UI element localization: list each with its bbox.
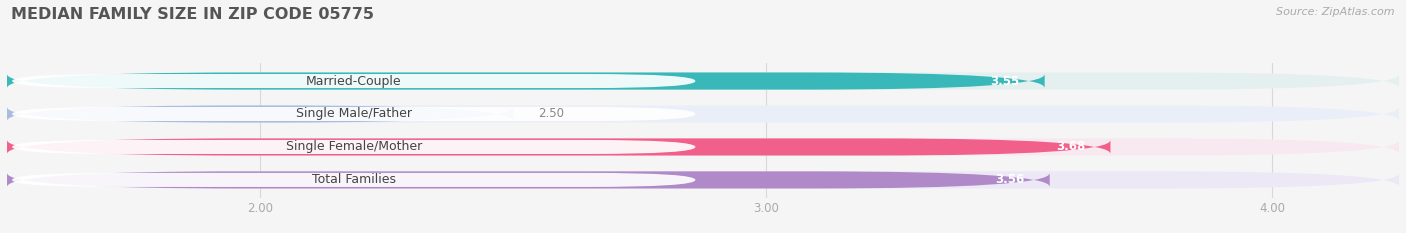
FancyBboxPatch shape [7, 171, 1399, 188]
Text: Single Female/Mother: Single Female/Mother [285, 140, 422, 154]
FancyBboxPatch shape [7, 72, 1399, 90]
FancyBboxPatch shape [7, 105, 1399, 123]
Text: Total Families: Total Families [312, 173, 395, 186]
Text: 3.56: 3.56 [995, 173, 1025, 186]
Text: 3.68: 3.68 [1056, 140, 1085, 154]
FancyBboxPatch shape [13, 140, 696, 154]
FancyBboxPatch shape [13, 173, 696, 187]
Text: Source: ZipAtlas.com: Source: ZipAtlas.com [1277, 7, 1395, 17]
Text: Married-Couple: Married-Couple [307, 75, 402, 88]
FancyBboxPatch shape [7, 138, 1399, 156]
Text: Single Male/Father: Single Male/Father [295, 107, 412, 120]
FancyBboxPatch shape [7, 105, 513, 123]
Text: 3.55: 3.55 [990, 75, 1019, 88]
FancyBboxPatch shape [13, 107, 696, 121]
FancyBboxPatch shape [7, 72, 1045, 90]
FancyBboxPatch shape [13, 74, 696, 88]
Text: 2.50: 2.50 [538, 107, 564, 120]
Text: MEDIAN FAMILY SIZE IN ZIP CODE 05775: MEDIAN FAMILY SIZE IN ZIP CODE 05775 [11, 7, 374, 22]
FancyBboxPatch shape [7, 138, 1111, 156]
FancyBboxPatch shape [7, 171, 1050, 188]
